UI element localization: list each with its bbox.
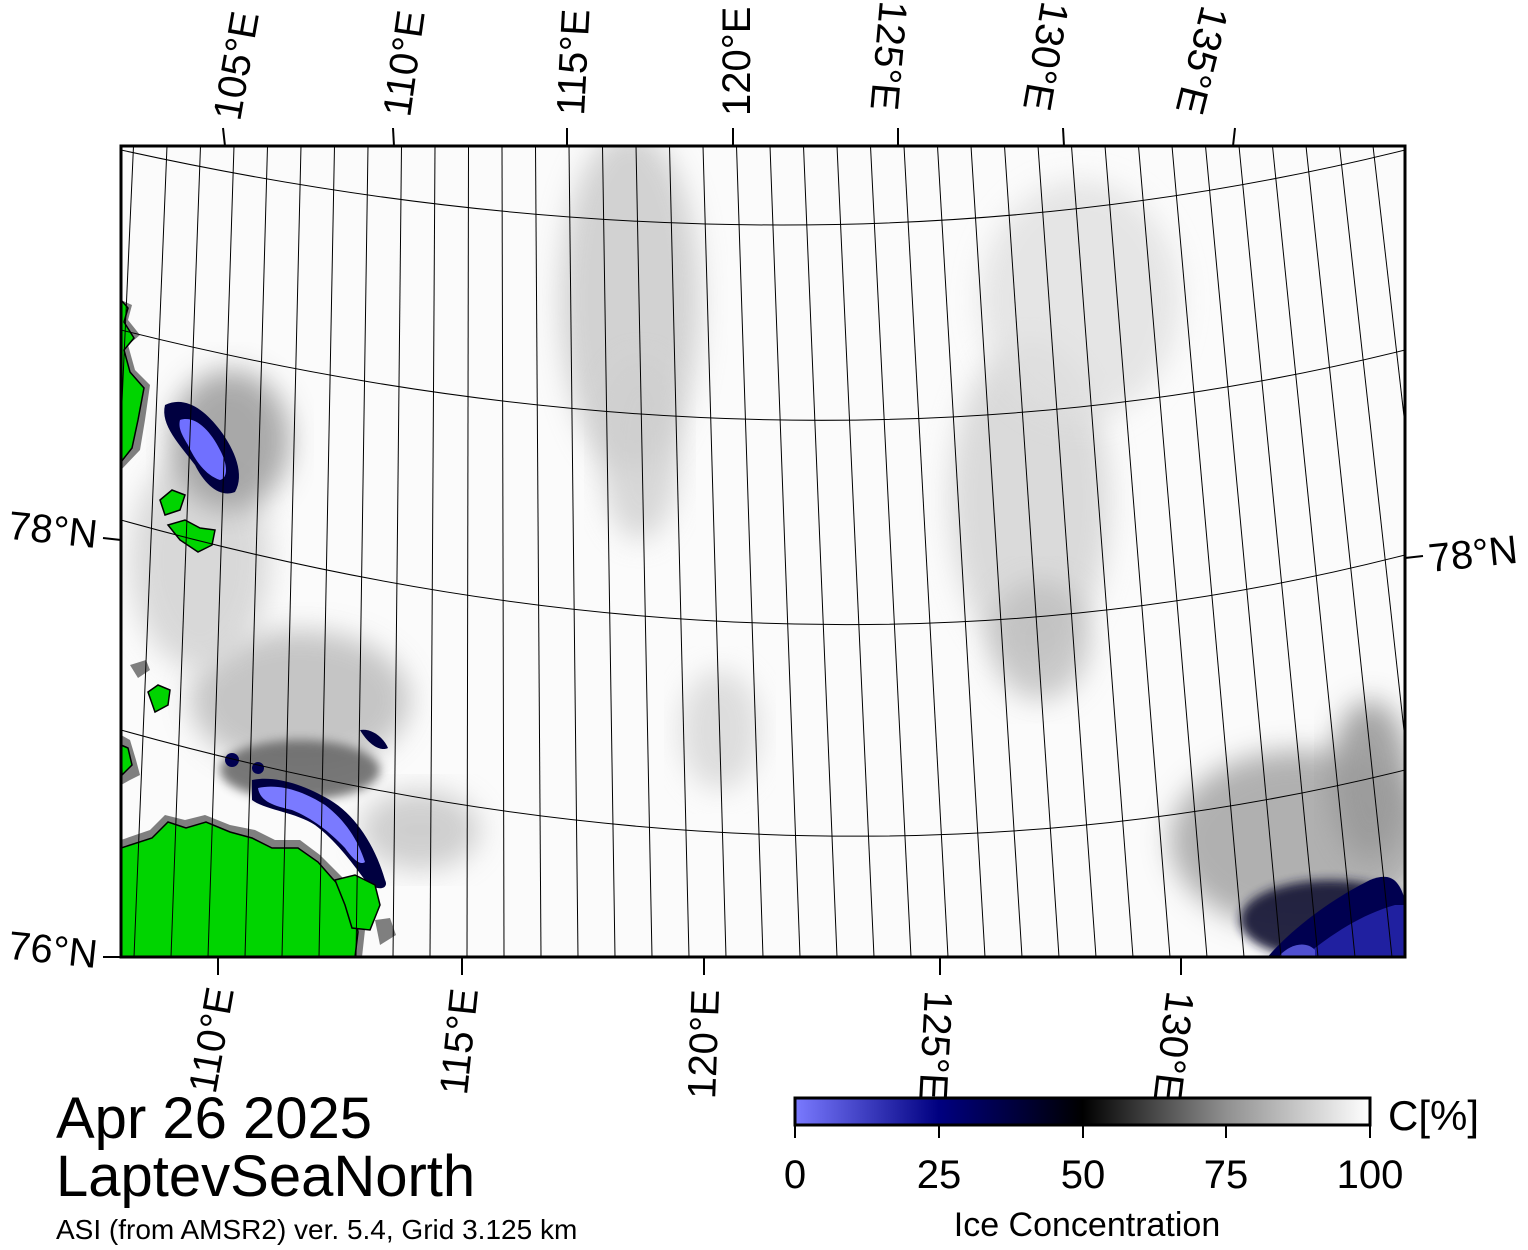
colorbar-unit-label: C[%] <box>1388 1092 1479 1139</box>
top-lon-label: 125°E <box>861 0 914 112</box>
meridian-line <box>836 146 875 957</box>
tick-marks <box>102 127 1424 975</box>
land <box>121 298 396 957</box>
meridian-line <box>1071 146 1134 957</box>
colorbar-tick-label: 100 <box>1337 1153 1404 1197</box>
meridian-line <box>1171 146 1245 957</box>
meridian-line <box>803 146 838 957</box>
meridian-line <box>318 146 335 957</box>
bottom-lon-label: 115°E <box>432 986 487 1096</box>
meridian-line <box>121 146 134 435</box>
top-lon-label: 135°E <box>1167 2 1236 119</box>
meridian-line <box>903 146 949 957</box>
meridian-line <box>568 146 579 957</box>
meridian-line <box>769 146 801 957</box>
meridian-line <box>970 146 1023 957</box>
region-name: LaptevSeaNorth <box>56 1144 476 1209</box>
top-lon-label: 105°E <box>206 8 268 123</box>
top-lon-labels: 105°E 110°E 115°E 120°E 125°E 130°E 135°… <box>206 0 1236 124</box>
colorbar-tick-label: 75 <box>1204 1153 1249 1197</box>
meridian-line <box>281 146 302 957</box>
date-label: Apr 26 2025 <box>56 1086 373 1151</box>
colorbar-tick-label: 25 <box>917 1153 962 1197</box>
colorbar-tick-label: 50 <box>1061 1153 1106 1197</box>
meridian-line <box>1138 146 1208 957</box>
colorbar-gradient <box>793 1096 1372 1127</box>
map-field <box>121 146 1405 957</box>
meridian-line <box>736 146 764 957</box>
top-lon-label: 115°E <box>549 8 599 117</box>
meridian-line <box>466 146 469 957</box>
right-lat-label: 78°N <box>1426 528 1519 581</box>
colorbar-title: Ice Concentration <box>954 1206 1221 1244</box>
meridian-line <box>635 146 653 957</box>
graticule <box>121 146 1405 957</box>
left-lat-label: 76°N <box>6 924 99 977</box>
bottom-lon-label: 125°E <box>910 990 960 1102</box>
meridian-line <box>244 146 268 957</box>
meridian-line <box>133 146 168 957</box>
product-info: ASI (from AMSR2) ver. 5.4, Grid 3.125 km <box>56 1214 578 1245</box>
bottom-lon-labels: 110°E 115°E 120°E 125°E 130°E <box>181 984 1202 1103</box>
meridian-line <box>602 146 616 957</box>
colorbar-tick-label: 0 <box>784 1153 806 1197</box>
meridian-line <box>535 146 542 957</box>
meridian-line <box>1205 146 1282 957</box>
meridian-line <box>1339 146 1405 745</box>
top-lon-label: 120°E <box>715 7 759 116</box>
ice-texture <box>130 146 1405 957</box>
top-lon-label: 130°E <box>1014 0 1076 114</box>
meridian-line <box>1272 146 1356 957</box>
meridian-line <box>702 146 727 957</box>
bottom-lon-label: 110°E <box>181 984 243 1096</box>
colorbar: 0 25 50 75 100 C[%] Ice Concentration <box>784 1092 1479 1244</box>
meridian-line <box>1238 146 1319 957</box>
meridian-line <box>429 146 436 957</box>
meridian-line <box>870 146 912 957</box>
meridian-line <box>669 146 690 957</box>
lat-labels: 78°N 76°N 78°N <box>6 504 1520 977</box>
meridian-line <box>937 146 986 957</box>
meridian-line <box>355 146 369 957</box>
bottom-lon-label: 120°E <box>680 989 728 1100</box>
meridian-line <box>501 146 505 957</box>
meridian-line <box>392 146 402 957</box>
bottom-lon-label: 130°E <box>1145 989 1202 1103</box>
map-frame <box>119 144 1407 959</box>
meridian-line <box>1004 146 1060 957</box>
meridian-line <box>1372 146 1405 430</box>
meridian-line <box>1104 146 1171 957</box>
meridian-line <box>170 146 201 957</box>
meridian-line <box>207 146 235 957</box>
meridian-line <box>1305 146 1393 957</box>
top-lon-label: 110°E <box>375 8 433 120</box>
meridian-line <box>1037 146 1097 957</box>
left-lat-label: 78°N <box>6 504 99 557</box>
